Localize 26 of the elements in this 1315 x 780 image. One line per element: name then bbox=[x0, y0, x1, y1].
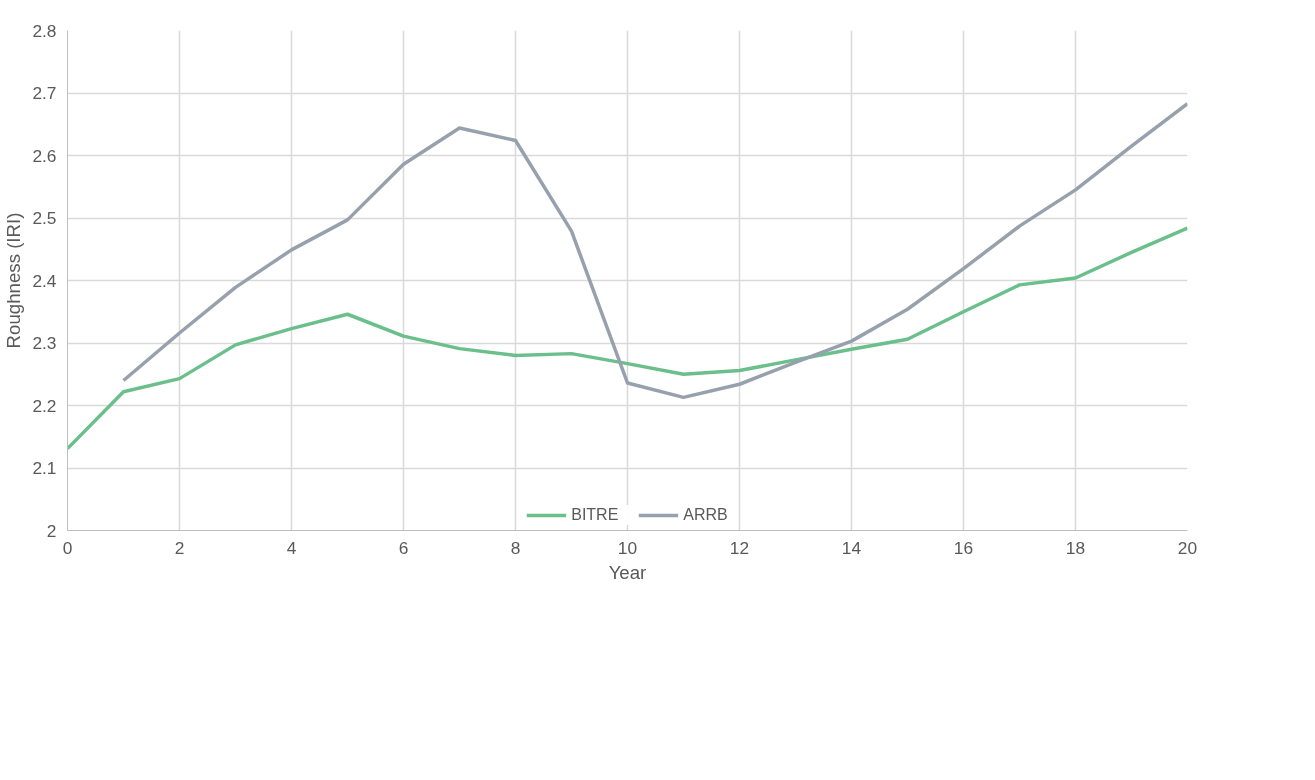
x-tick-label: 20 bbox=[1177, 537, 1198, 558]
x-tick-label: 14 bbox=[841, 537, 862, 558]
y-tick-label: 2.8 bbox=[32, 20, 57, 41]
y-axis-title: Roughness (IRI) bbox=[3, 212, 25, 349]
x-tick-label: 2 bbox=[174, 537, 185, 558]
x-axis-title: Year bbox=[608, 561, 647, 583]
y-tick-label: 2.5 bbox=[32, 208, 57, 228]
legend-label: BITRE bbox=[571, 506, 619, 524]
y-tick-label: 2.7 bbox=[32, 83, 57, 103]
y-tick-label: 2.3 bbox=[32, 333, 57, 353]
x-tick-label: 0 bbox=[62, 537, 73, 558]
y-tick-label: 2.4 bbox=[32, 270, 57, 291]
x-tick-label: 18 bbox=[1065, 537, 1086, 558]
x-tick-label: 8 bbox=[510, 537, 521, 558]
x-tick-label: 12 bbox=[729, 537, 750, 558]
x-tick-label: 6 bbox=[398, 537, 409, 558]
x-tick-label: 16 bbox=[953, 537, 974, 558]
y-tick-label: 2.2 bbox=[32, 395, 57, 416]
y-tick-label: 2.6 bbox=[32, 145, 57, 166]
line-series bbox=[67, 226, 1188, 451]
y-tick-label: 2.1 bbox=[32, 458, 57, 478]
x-tick-label: 10 bbox=[617, 537, 638, 558]
line-series bbox=[121, 101, 1188, 400]
y-tick-label: 2 bbox=[46, 520, 57, 541]
x-tick-label: 4 bbox=[286, 537, 297, 558]
legend-label: ARRB bbox=[683, 506, 728, 524]
